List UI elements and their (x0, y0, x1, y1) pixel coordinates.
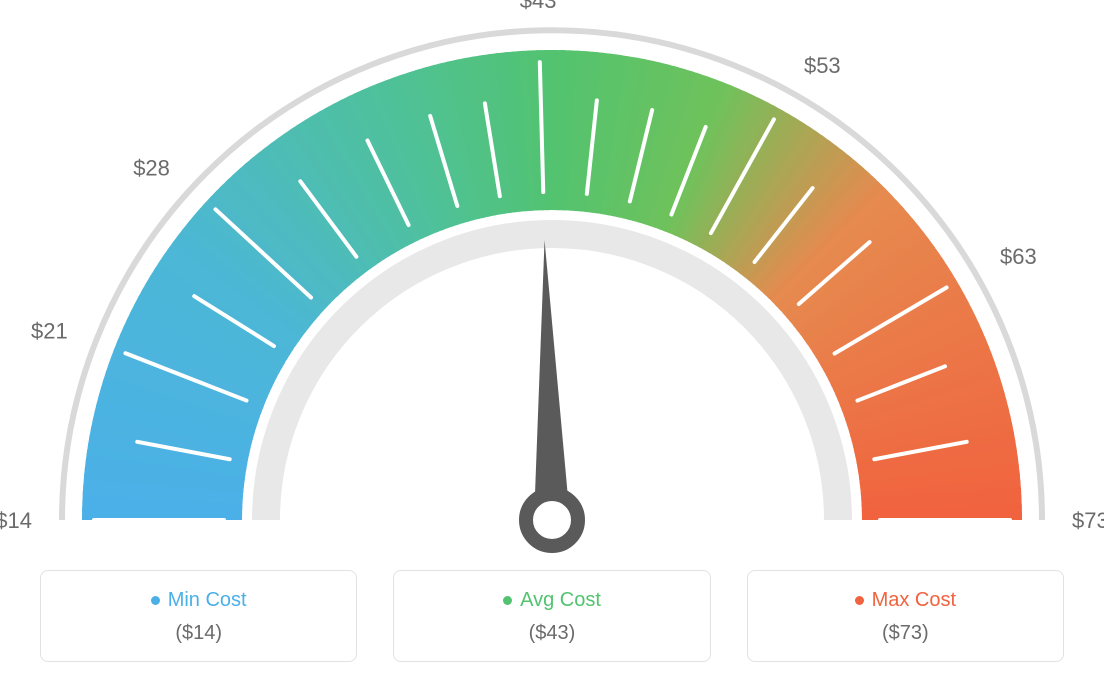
legend-value-max: ($73) (758, 622, 1053, 645)
legend-title-max: Max Cost (855, 589, 956, 612)
cost-gauge-chart: $14 $21 $28 $43 $53 $63 $73 Min Cost ($14) Avg… (0, 0, 1104, 690)
legend-value-min: ($14) (51, 622, 346, 645)
svg-text:$53: $53 (804, 53, 841, 78)
legend-card-min: Min Cost ($14) (40, 570, 357, 662)
legend-dot-avg (503, 596, 512, 605)
legend-row: Min Cost ($14) Avg Cost ($43) Max Cost (… (0, 570, 1104, 662)
legend-dot-min (151, 596, 160, 605)
svg-text:$63: $63 (1000, 244, 1037, 269)
legend-dot-max (855, 596, 864, 605)
legend-label-min: Min Cost (168, 589, 247, 612)
legend-card-avg: Avg Cost ($43) (393, 570, 710, 662)
legend-label-max: Max Cost (872, 589, 956, 612)
legend-label-avg: Avg Cost (520, 589, 601, 612)
gauge-needle (526, 240, 578, 546)
svg-text:$14: $14 (0, 508, 32, 533)
svg-text:$73: $73 (1072, 508, 1104, 533)
svg-text:$28: $28 (133, 155, 170, 180)
gauge-svg: $14 $21 $28 $43 $53 $63 $73 (0, 0, 1104, 560)
legend-card-max: Max Cost ($73) (747, 570, 1064, 662)
svg-text:$21: $21 (31, 319, 68, 344)
svg-text:$43: $43 (520, 0, 557, 13)
legend-title-min: Min Cost (151, 589, 247, 612)
legend-value-avg: ($43) (404, 622, 699, 645)
legend-title-avg: Avg Cost (503, 589, 601, 612)
gauge-area: $14 $21 $28 $43 $53 $63 $73 (0, 0, 1104, 560)
